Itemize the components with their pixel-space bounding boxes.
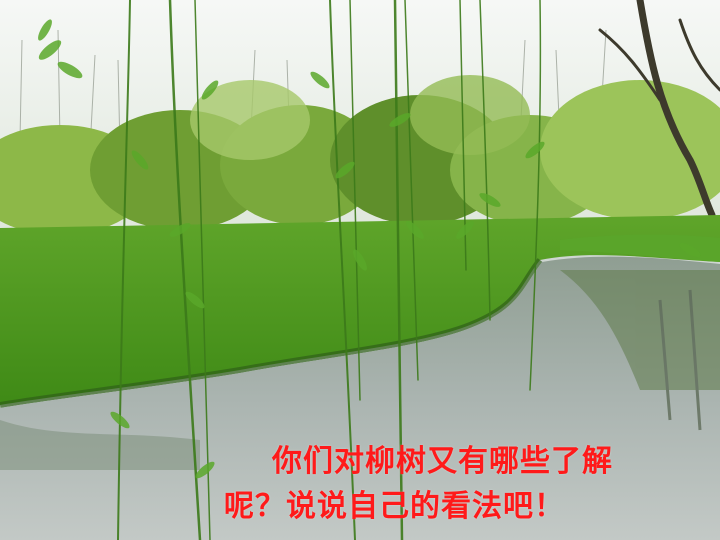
right-tree <box>598 0 720 219</box>
willow-leaves <box>38 19 701 479</box>
shore-edge <box>0 258 543 408</box>
willow-branches <box>117 0 542 540</box>
lawn <box>0 215 720 405</box>
water-reflections <box>0 270 720 470</box>
lawn-right-bank <box>560 234 720 262</box>
